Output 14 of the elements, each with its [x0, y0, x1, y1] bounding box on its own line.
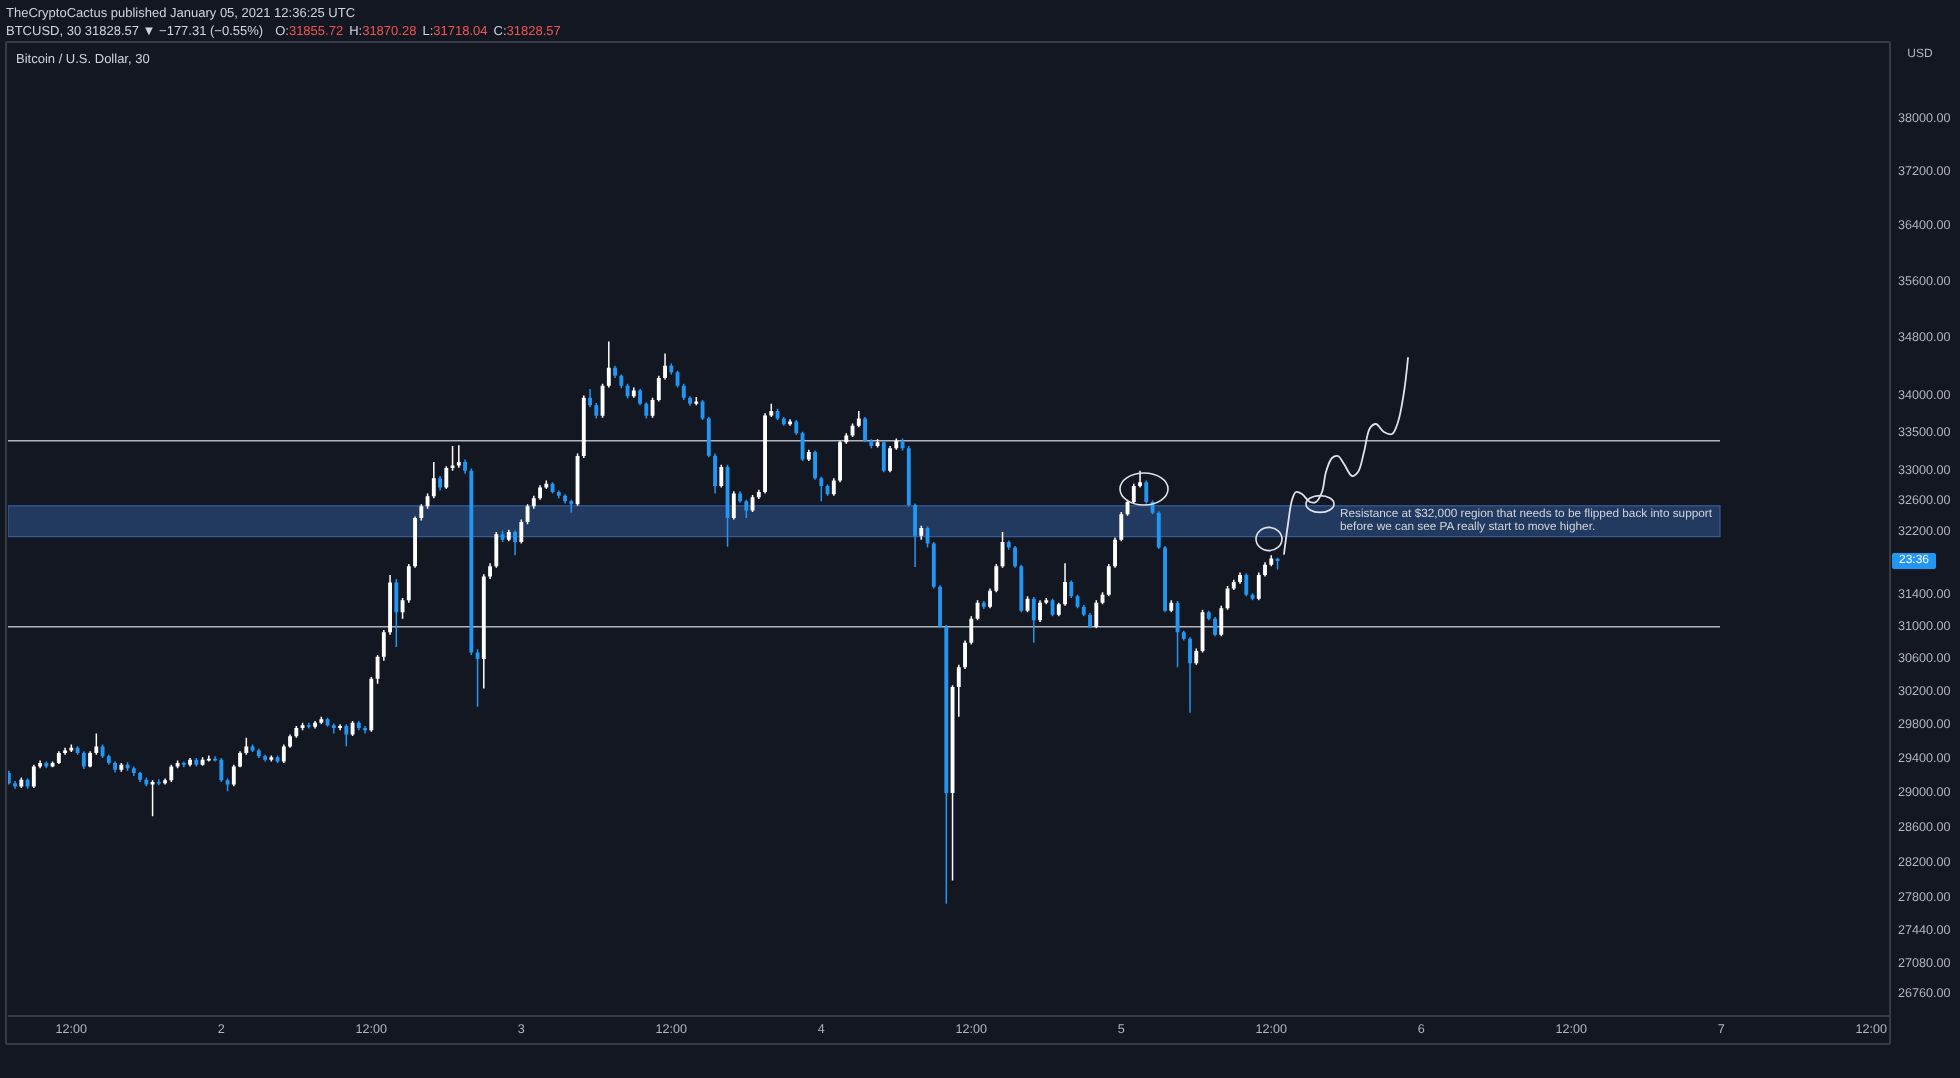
candlestick [338, 724, 343, 731]
candlestick [856, 411, 861, 428]
candlestick [788, 419, 792, 426]
candlestick [556, 490, 561, 499]
candlestick [181, 761, 186, 768]
candlestick [1188, 637, 1192, 713]
candlestick [513, 530, 517, 556]
candlestick [156, 779, 161, 786]
candlestick [206, 755, 211, 762]
candlestick [363, 726, 367, 734]
candlestick [331, 723, 336, 734]
candlestick [306, 722, 311, 729]
candlestick [456, 445, 461, 468]
candlestick [606, 341, 611, 388]
